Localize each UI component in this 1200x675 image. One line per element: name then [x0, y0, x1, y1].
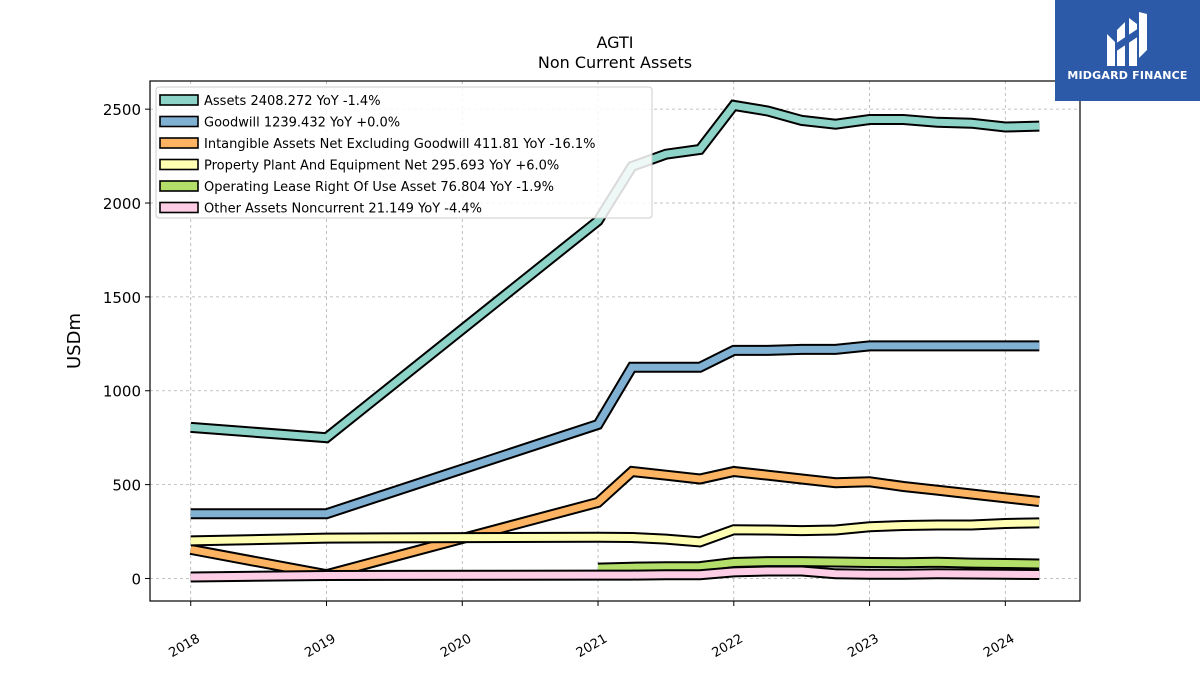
- series-path: [190, 342, 1040, 518]
- midgard-logo-icon: [1107, 12, 1147, 66]
- series-path: [190, 467, 1040, 579]
- legend-label: Assets 2408.272 YoY -1.4%: [204, 94, 381, 109]
- legend-label: Goodwill 1239.432 YoY +0.0%: [204, 116, 400, 131]
- legend-swatch: [159, 158, 199, 171]
- brand-name: MIDGARD FINANCE: [1067, 69, 1188, 82]
- legend-item: Other Assets Noncurrent 21.149 YoY -4.4%: [159, 201, 482, 217]
- y-tick-label: 2500: [103, 101, 141, 119]
- x-tick-label: 2020: [438, 631, 474, 661]
- y-tick-label: 500: [112, 477, 141, 495]
- x-tick-label: 2018: [167, 631, 203, 661]
- legend-label: Property Plant And Equipment Net 295.693…: [204, 159, 559, 174]
- x-tick-label: 2022: [710, 631, 746, 661]
- series-line-3: [190, 517, 1040, 548]
- legend-swatch: [159, 115, 199, 128]
- series-path: [597, 558, 1040, 572]
- y-tick-label: 1000: [103, 383, 141, 401]
- legend-swatch: [159, 180, 199, 192]
- legend-label: Intangible Assets Net Excluding Goodwill…: [204, 137, 595, 152]
- legend-item: Assets 2408.272 YoY -1.4%: [159, 94, 381, 109]
- brand-logo: MIDGARD FINANCE: [1055, 0, 1200, 101]
- legend-item: Operating Lease Right Of Use Asset 76.80…: [159, 180, 554, 195]
- series-line-5: [190, 565, 1040, 583]
- y-axis: 0 500 1000 1500 2000 2500: [103, 101, 150, 588]
- chart-title: AGTI: [597, 33, 634, 52]
- series-line-4: [597, 556, 1040, 574]
- y-axis-label: USDm: [64, 313, 85, 369]
- legend: Assets 2408.272 YoY -1.4% Goodwill 1239.4…: [155, 86, 653, 219]
- series-path: [190, 519, 1040, 546]
- chart-subtitle: Non Current Assets: [538, 53, 692, 72]
- legend-swatch: [159, 201, 199, 214]
- legend-box: [155, 86, 653, 219]
- legend-swatch: [159, 137, 199, 149]
- legend-label: Operating Lease Right Of Use Asset 76.80…: [204, 180, 554, 195]
- y-tick-label: 0: [131, 570, 141, 588]
- x-tick-label: 2021: [574, 631, 610, 661]
- legend-item: Property Plant And Equipment Net 295.693…: [159, 158, 559, 174]
- plot-frame: [149, 80, 1081, 602]
- legend-swatch: [159, 94, 199, 106]
- y-tick-label: 2000: [103, 195, 141, 213]
- legend-item: Goodwill 1239.432 YoY +0.0%: [159, 115, 400, 131]
- y-tick-label: 1500: [103, 289, 141, 307]
- x-tick-label: 2023: [845, 631, 881, 661]
- series-line-1: [190, 340, 1040, 520]
- legend-label: Other Assets Noncurrent 21.149 YoY -4.4%: [204, 202, 482, 217]
- x-axis: 2018 2019 2020 2021 2022 2023 2024: [167, 601, 1017, 661]
- series-path: [190, 567, 1040, 581]
- x-tick-label: 2024: [981, 631, 1017, 661]
- legend-item: Intangible Assets Net Excluding Goodwill…: [159, 137, 595, 152]
- x-tick-label: 2019: [302, 631, 338, 661]
- series-line-2: [189, 465, 1040, 581]
